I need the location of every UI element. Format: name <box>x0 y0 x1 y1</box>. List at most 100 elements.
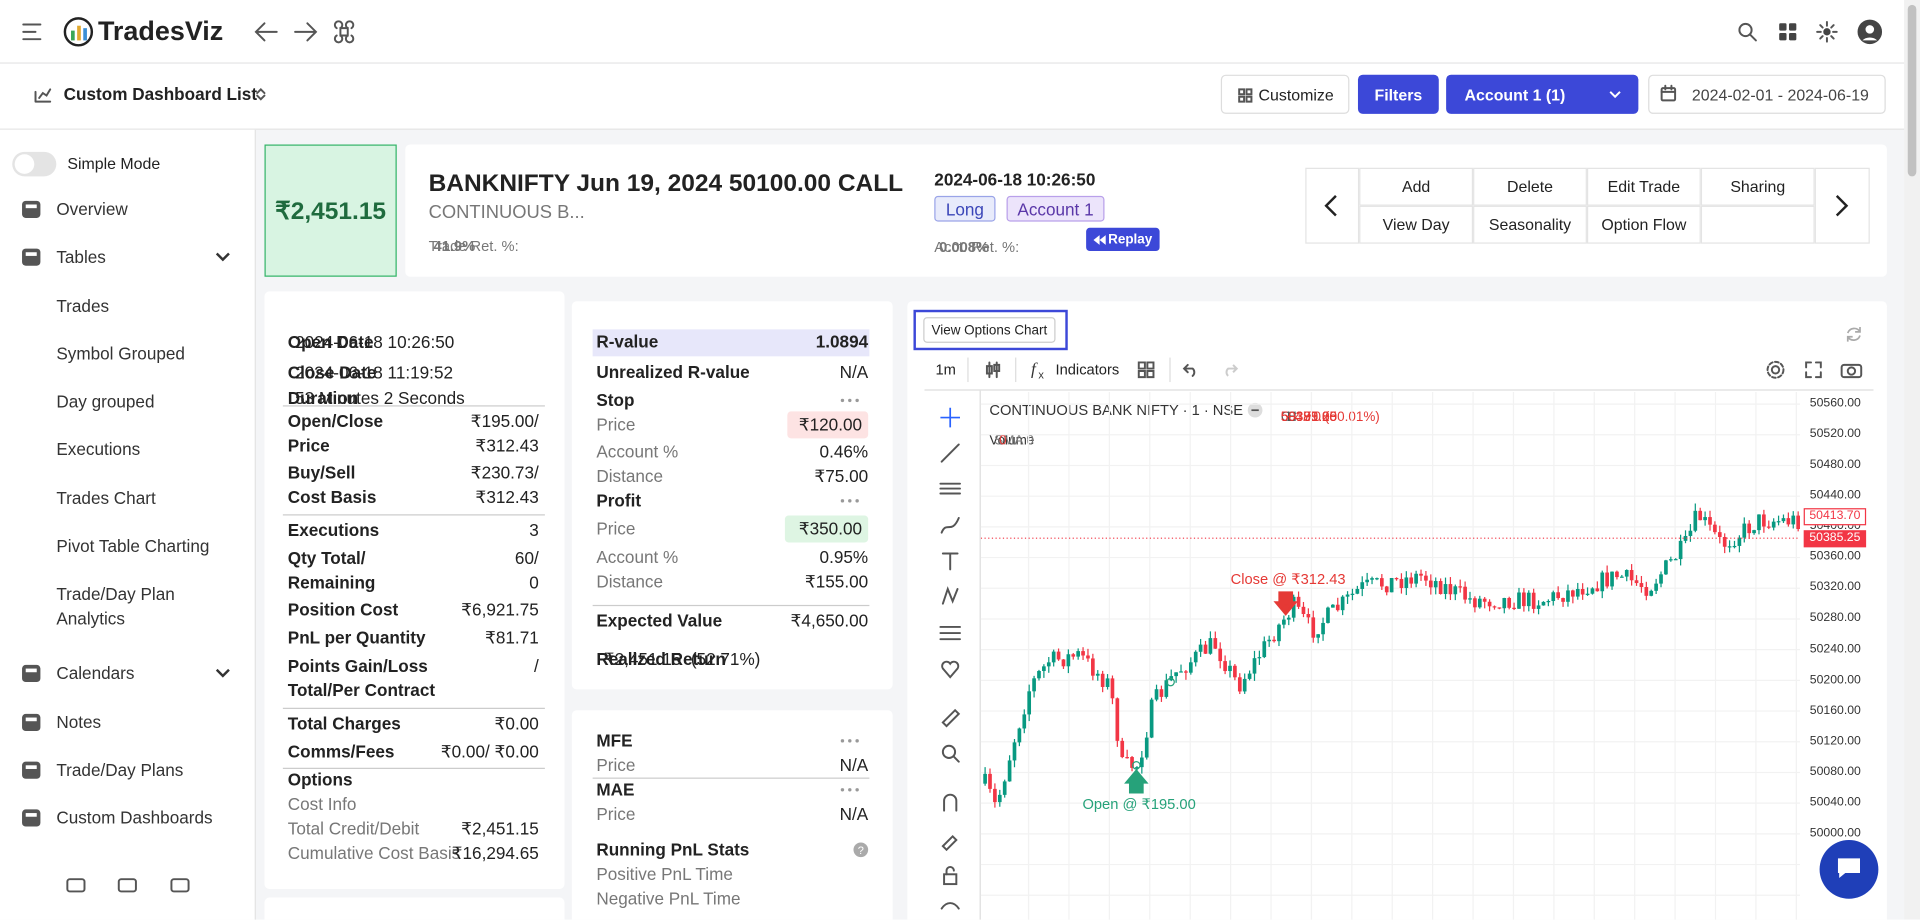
footer-icon[interactable] <box>170 876 190 896</box>
redo-icon[interactable] <box>1222 364 1239 377</box>
drawing-tool[interactable] <box>939 479 961 499</box>
profile-icon[interactable] <box>1857 19 1883 45</box>
screenshot-icon[interactable] <box>1840 361 1863 379</box>
more-icon[interactable] <box>840 498 860 503</box>
nav-item[interactable]: Pivot Table Charting <box>56 535 210 556</box>
dashboard-select[interactable]: Custom Dashboard List <box>63 84 258 104</box>
footer-icon[interactable] <box>66 876 86 896</box>
tag[interactable]: Long <box>934 195 996 222</box>
candle-type-icon[interactable] <box>984 361 1001 379</box>
nav-item[interactable]: Symbol Grouped <box>56 343 185 364</box>
open-marker-label: Open @ ₹195.00 <box>1082 795 1196 813</box>
drawing-tool[interactable] <box>940 792 960 812</box>
scrollbar-thumb[interactable] <box>1907 4 1917 177</box>
next-button[interactable] <box>1814 167 1870 244</box>
more-icon[interactable] <box>840 398 860 403</box>
action-button[interactable]: Option Flow <box>1586 205 1701 244</box>
fullscreen-icon[interactable] <box>1805 361 1822 379</box>
stats-panel <box>264 291 565 889</box>
nav-item[interactable]: Calendars <box>56 663 135 683</box>
drawing-tool[interactable] <box>939 623 961 643</box>
filters-button[interactable]: Filters <box>1357 74 1439 114</box>
tb-sep <box>1169 357 1171 383</box>
divider <box>282 767 545 769</box>
calendar-icon <box>1660 84 1677 102</box>
nav-item[interactable]: Notes <box>56 712 102 732</box>
stat-value: / <box>534 655 539 676</box>
undo-icon[interactable] <box>1182 363 1199 377</box>
more-icon[interactable] <box>840 738 860 743</box>
back-icon[interactable] <box>253 21 278 43</box>
menu-icon[interactable] <box>22 22 42 42</box>
drawing-tool[interactable] <box>940 708 961 728</box>
chart-panel <box>907 301 1887 920</box>
action-button[interactable]: Sharing <box>1700 167 1815 206</box>
prev-arrow <box>1324 195 1337 217</box>
settings-icon[interactable] <box>1766 360 1786 380</box>
more-icon[interactable] <box>840 787 860 792</box>
action-button[interactable]: Edit Trade <box>1586 167 1701 206</box>
nav-item[interactable]: Executions <box>56 439 141 459</box>
theme-icon[interactable] <box>1816 21 1838 43</box>
drawing-tool[interactable] <box>940 586 960 607</box>
collapse-icon[interactable] <box>1247 402 1263 418</box>
nav-item[interactable]: Overview <box>56 199 128 219</box>
layout-icon[interactable] <box>1137 361 1155 379</box>
nav-item[interactable]: Tables <box>56 246 106 267</box>
drawing-tool[interactable] <box>940 443 960 463</box>
drawing-tool[interactable] <box>940 865 960 886</box>
account-button[interactable]: Account 1 (1) <box>1446 74 1639 114</box>
stat-value: ₹16,294.65 <box>451 843 539 863</box>
forward-icon[interactable] <box>294 21 318 43</box>
interval-button[interactable]: 1m <box>935 360 956 379</box>
options-chart-highlight <box>913 309 1068 351</box>
nav-icon <box>22 761 41 779</box>
trade-return-value: 41.9% <box>433 237 476 255</box>
search-icon[interactable] <box>1738 22 1758 42</box>
nav-item[interactable]: Day grouped <box>56 391 155 411</box>
excursion-panel <box>571 710 893 920</box>
apps-icon[interactable] <box>1778 22 1798 42</box>
nav-item[interactable]: Custom Dashboards <box>56 807 213 828</box>
excursion-label: Price <box>596 804 636 824</box>
price-tick-label: 50120.00 <box>1809 734 1861 748</box>
drawing-tool[interactable] <box>940 659 960 679</box>
drawing-tool[interactable] <box>940 551 960 571</box>
action-button[interactable]: Seasonality <box>1473 205 1587 244</box>
nav-item[interactable]: Trades <box>56 295 110 316</box>
stat-value: 2024-06-18 10:26:50 <box>295 331 455 352</box>
stat-label: PnL per Quantity <box>287 627 426 648</box>
drawing-tool[interactable] <box>940 516 960 536</box>
date-range[interactable]: 2024-02-01 - 2024-06-19 <box>1648 74 1886 114</box>
risk-label: Realized Return <box>596 648 726 669</box>
action-button[interactable]: Delete <box>1473 167 1587 206</box>
price-tick-label: 50200.00 <box>1809 673 1861 687</box>
customize-button[interactable]: Customize <box>1220 74 1350 114</box>
action-button[interactable]: View Day <box>1359 205 1474 244</box>
nav-item[interactable]: Trade/Day Plans <box>56 759 184 780</box>
prev-button[interactable] <box>1305 167 1360 244</box>
footer-icon[interactable] <box>117 876 138 896</box>
select-caret <box>256 88 266 101</box>
nav-item[interactable]: Trade/Day Plan Analytics <box>56 584 175 629</box>
refresh-icon[interactable] <box>1845 326 1862 343</box>
drawing-tool[interactable] <box>940 407 961 428</box>
drawing-tool[interactable] <box>940 829 960 852</box>
volume-value: 0 <box>999 433 1007 449</box>
nav-chevron[interactable] <box>215 668 231 679</box>
nav-item[interactable]: Trades Chart <box>56 488 156 508</box>
command-icon[interactable] <box>333 20 355 44</box>
nav-chevron[interactable] <box>215 252 231 262</box>
indicators-button[interactable]: Indicators <box>1055 360 1120 379</box>
drawing-tool[interactable] <box>940 899 960 919</box>
action-button[interactable]: Add <box>1359 167 1474 206</box>
tag[interactable]: Account 1 <box>1006 195 1105 222</box>
view-options-chart-button[interactable]: View Options Chart <box>923 317 1056 343</box>
high-badge: 50413.70 <box>1803 507 1867 525</box>
stat-label: Cost Info <box>287 794 357 814</box>
excursion-label: Positive PnL Time <box>596 864 733 884</box>
drawing-tool[interactable] <box>940 743 960 763</box>
replay-button[interactable]: Replay <box>1086 227 1160 252</box>
toggle-knob <box>14 154 35 174</box>
